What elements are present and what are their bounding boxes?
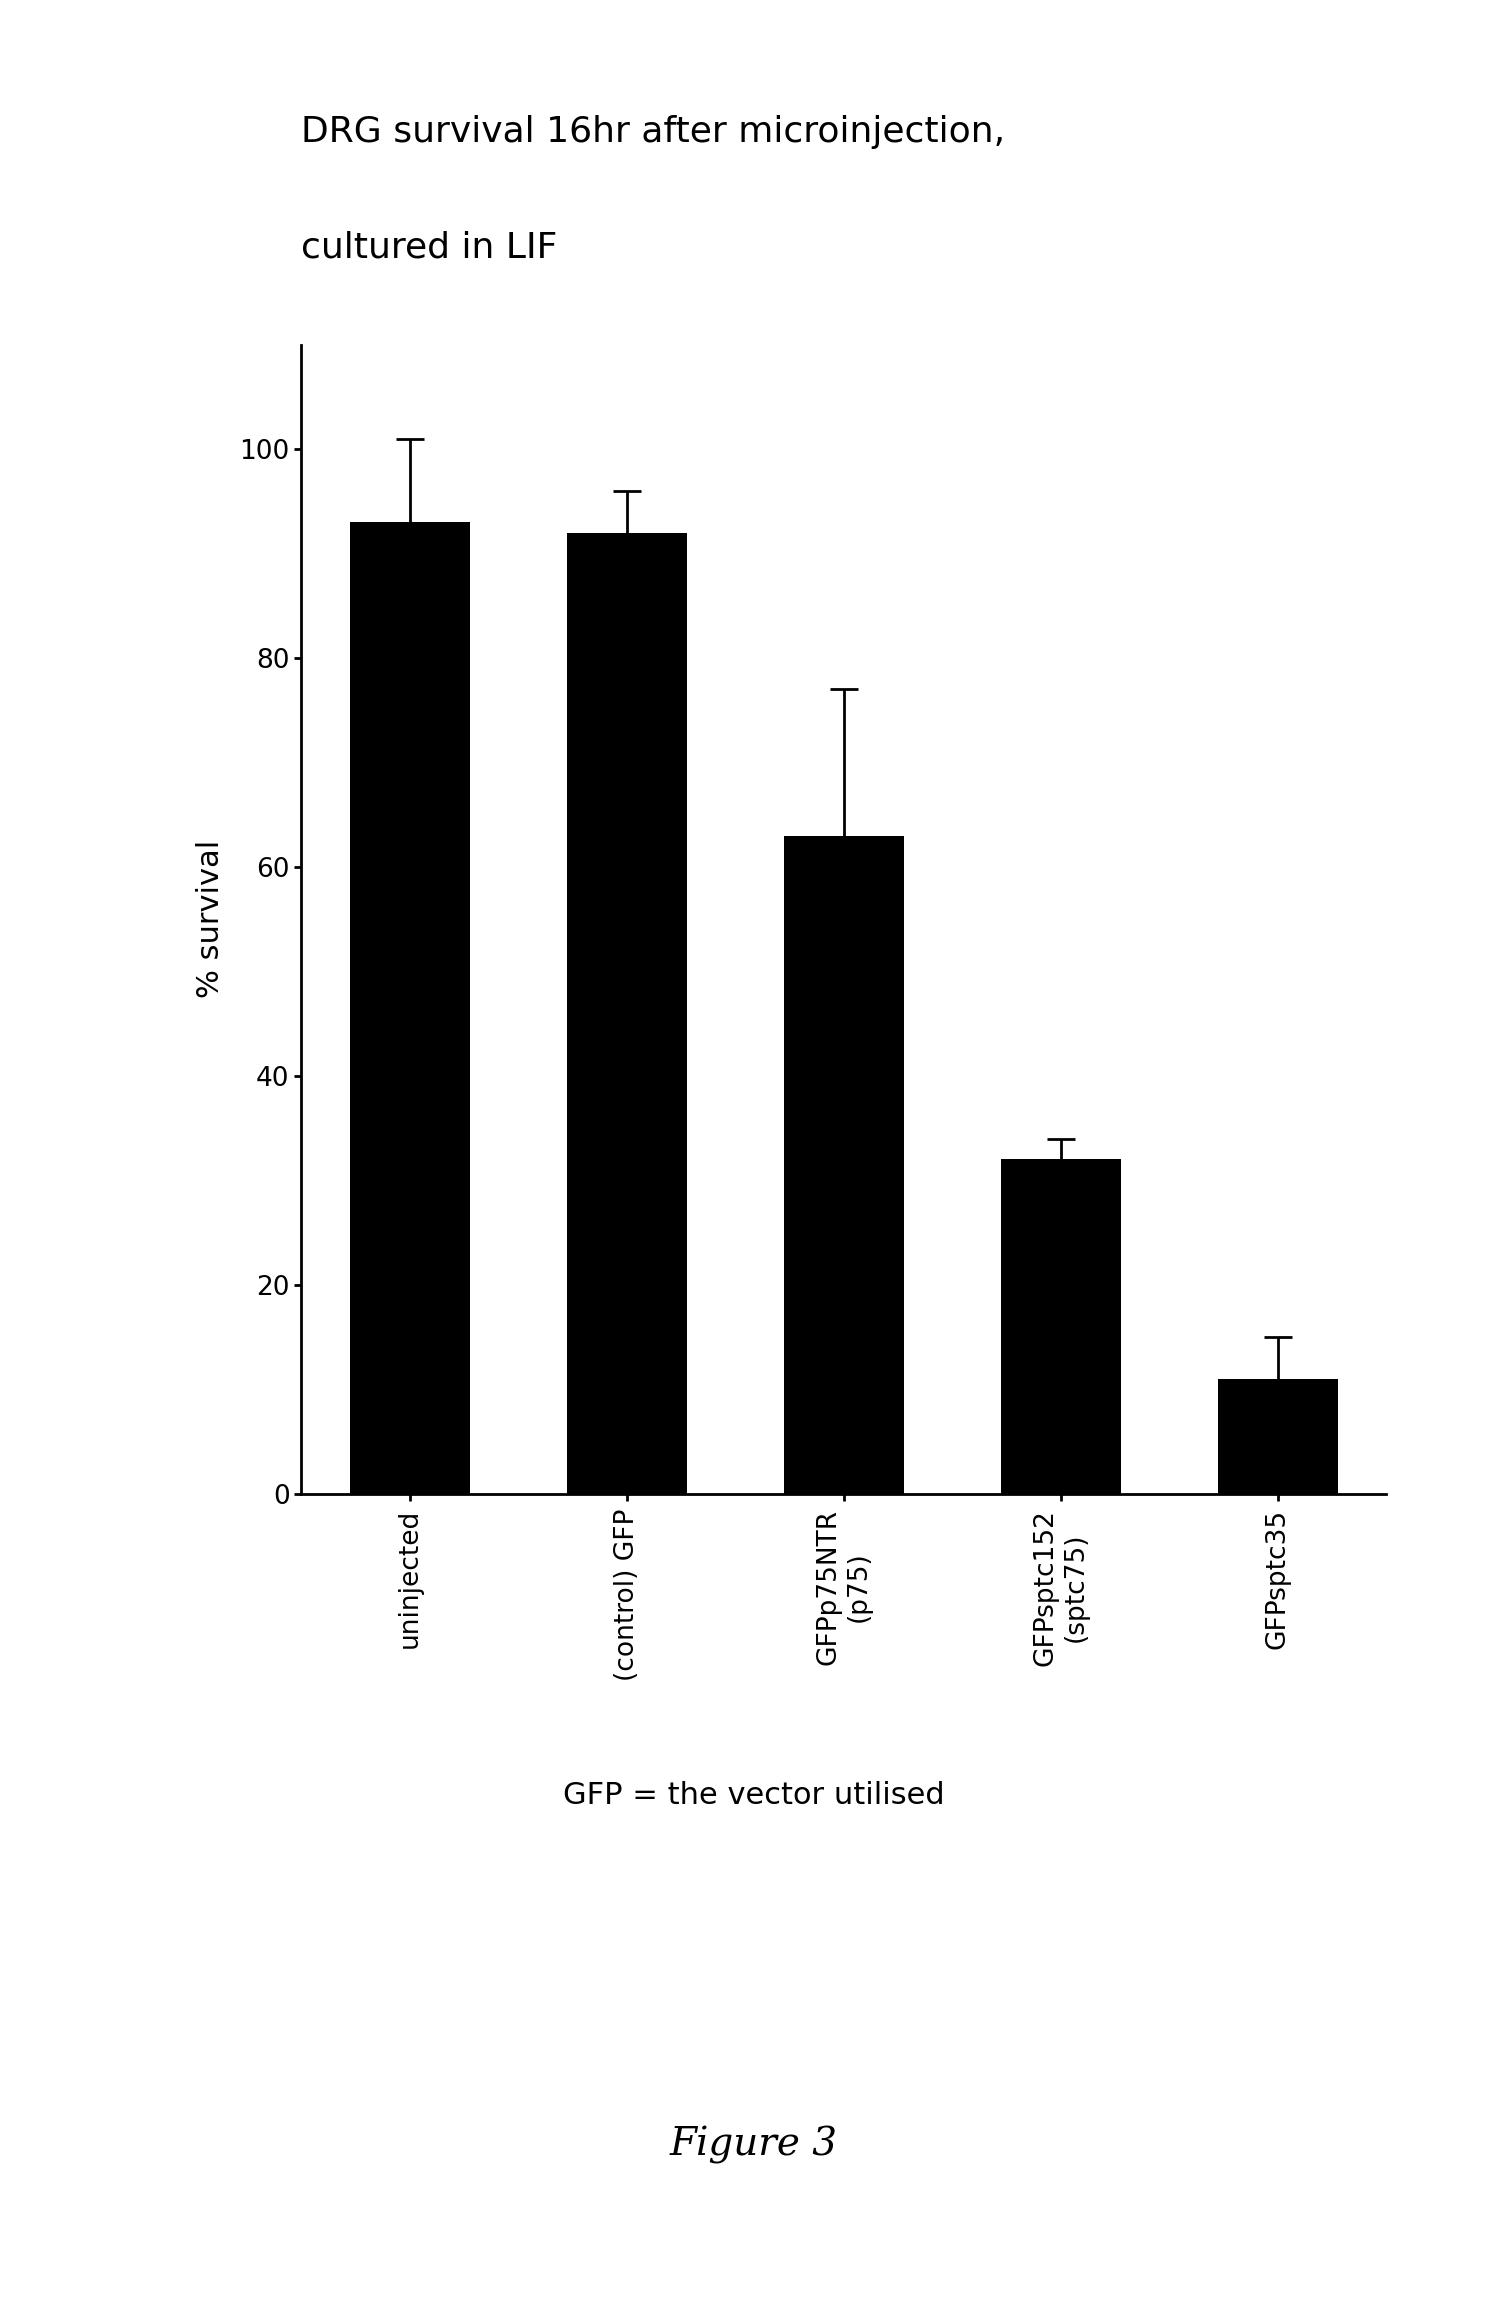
Bar bbox=[567, 533, 687, 1494]
Text: GFP = the vector utilised: GFP = the vector utilised bbox=[562, 1781, 945, 1811]
Bar bbox=[1001, 1160, 1121, 1494]
Bar bbox=[1218, 1379, 1338, 1494]
Text: DRG survival 16hr after microinjection,: DRG survival 16hr after microinjection, bbox=[301, 115, 1005, 149]
Bar bbox=[784, 836, 904, 1494]
Y-axis label: % survival: % survival bbox=[196, 841, 226, 997]
Text: cultured in LIF: cultured in LIF bbox=[301, 230, 558, 264]
Text: Figure 3: Figure 3 bbox=[669, 2126, 838, 2165]
Bar bbox=[350, 522, 470, 1494]
